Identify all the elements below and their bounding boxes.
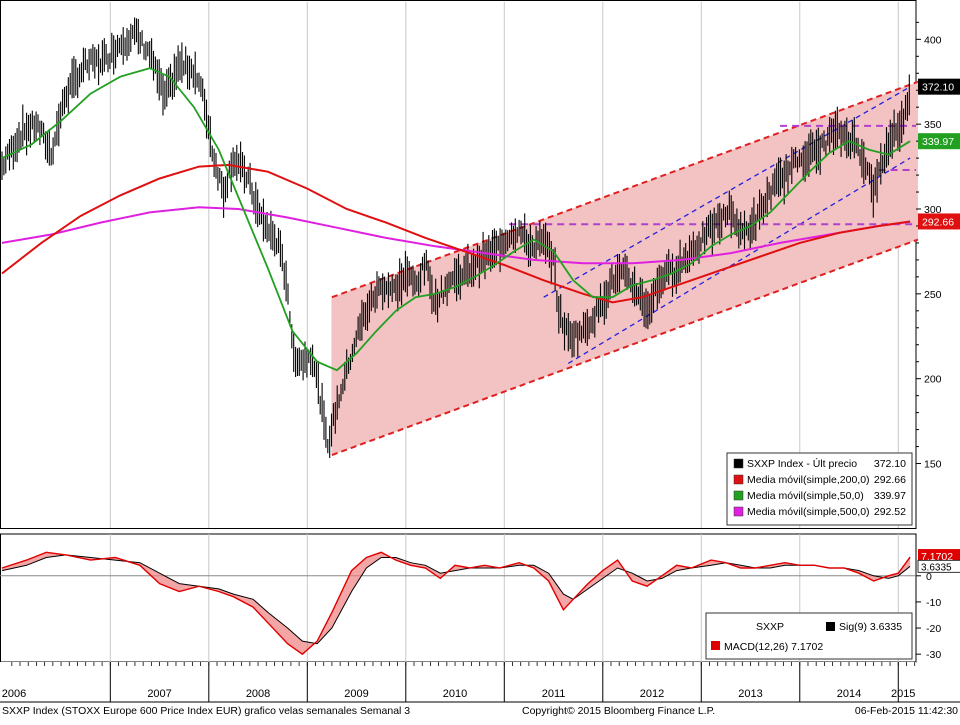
x-year-label: 2013 bbox=[738, 688, 762, 700]
price-panel: 150200250300350400372.10339.97292.66SXXP… bbox=[1, 1, 960, 529]
price-legend: SXXP Index - Últ precio 372.10 Media móvil… bbox=[727, 453, 912, 525]
y-tick-label: 250 bbox=[924, 289, 942, 301]
legend-swatch bbox=[711, 641, 720, 650]
x-year-label: 2006 bbox=[2, 688, 26, 700]
y-tick-label: 350 bbox=[924, 119, 942, 131]
macd-y-tick-label: -10 bbox=[926, 597, 941, 609]
macd-legend-title: SXXP bbox=[756, 621, 784, 633]
last-tag-value: 372.10 bbox=[922, 82, 954, 94]
legend-label: MACD(12,26) 7.1702 bbox=[724, 641, 823, 653]
y-tick-label: 200 bbox=[924, 374, 942, 386]
footer-copyright: Copyright© 2015 Bloomberg Finance L.P. bbox=[522, 705, 715, 717]
last-tag-value: 3.6335 bbox=[921, 562, 952, 573]
x-year-label: 2014 bbox=[837, 688, 861, 700]
sig-last-tag: 3.6335 bbox=[918, 560, 960, 573]
y-tick-label: 150 bbox=[924, 459, 942, 471]
macd-y-tick-label: -20 bbox=[926, 623, 941, 635]
legend-label: Sig(9) 3.6335 bbox=[839, 621, 902, 633]
ma200-last-tag: 292.66 bbox=[918, 213, 960, 229]
footer-bar: SXXP Index (STOXX Europe 600 Price Index… bbox=[2, 705, 958, 717]
legend-label: Media móvil(simple,50,0) bbox=[747, 490, 864, 502]
legend-value: 372.10 bbox=[874, 458, 906, 470]
legend-swatch bbox=[734, 459, 743, 468]
legend-swatch bbox=[826, 622, 835, 631]
macd-legend: SXXP Sig(9) 3.6335 MACD(12,26) 7.1702 bbox=[706, 613, 912, 659]
x-year-label: 2015 bbox=[891, 688, 915, 700]
x-year-label: 2009 bbox=[344, 688, 368, 700]
x-year-label: 2010 bbox=[443, 688, 467, 700]
price-last-tag: 372.10 bbox=[918, 79, 960, 95]
footer-timestamp: 06-Feb-2015 11:42:30 bbox=[855, 705, 958, 717]
legend-swatch bbox=[734, 507, 743, 516]
legend-value: 292.52 bbox=[874, 506, 906, 518]
legend-label: Media móvil(simple,200,0) bbox=[747, 474, 870, 486]
footer-left-text: SXXP Index (STOXX Europe 600 Price Index… bbox=[2, 705, 410, 717]
ma50-last-tag: 339.97 bbox=[918, 133, 960, 149]
x-year-label: 2007 bbox=[147, 688, 171, 700]
x-axis: 2006 2007 2008 2009 2010 2011 2012 2013 2014 2015 bbox=[0, 662, 960, 706]
last-tag-value: 292.66 bbox=[922, 216, 954, 228]
last-tag-value: 339.97 bbox=[922, 136, 954, 148]
macd-y-tick-label: -30 bbox=[926, 649, 941, 661]
legend-swatch bbox=[734, 491, 743, 500]
x-year-label: 2011 bbox=[542, 688, 566, 700]
legend-label: SXXP Index - Últ precio bbox=[747, 457, 857, 470]
x-year-label: 2008 bbox=[246, 688, 270, 700]
legend-value: 339.97 bbox=[874, 490, 906, 502]
legend-value: 292.66 bbox=[874, 474, 906, 486]
legend-label: Media móvil(simple,500,0) bbox=[747, 506, 870, 518]
legend-swatch bbox=[734, 475, 743, 484]
x-year-label: 2012 bbox=[640, 688, 664, 700]
y-tick-label: 400 bbox=[924, 34, 942, 46]
